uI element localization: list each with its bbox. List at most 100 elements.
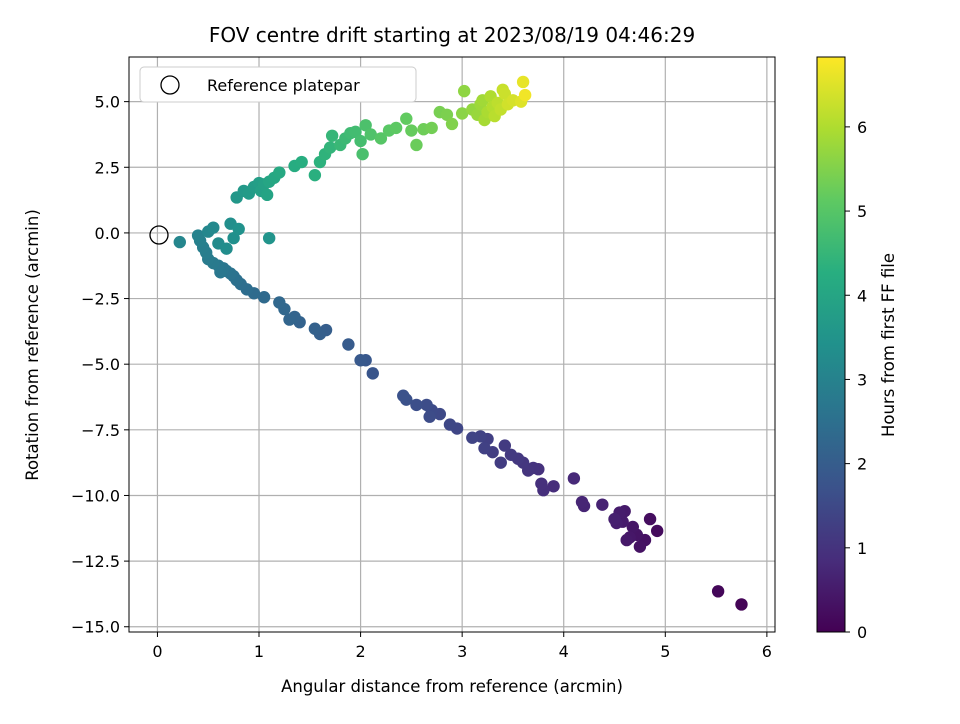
data-point-94 (295, 155, 308, 169)
data-point-2 (650, 524, 664, 538)
legend-marker (160, 75, 180, 95)
data-point-3 (643, 512, 657, 526)
data-point-14 (608, 512, 621, 526)
data-point-138 (518, 88, 532, 102)
data-point-81 (262, 231, 276, 245)
data-point-113 (410, 138, 423, 152)
data-point-32 (478, 442, 491, 455)
data-point-15 (596, 498, 609, 511)
colorbar: 0 1 2 3 4 5 6 Hours from first FF file (816, 56, 898, 642)
data-point-73 (173, 235, 186, 249)
colorbar-tick-label-1: 1 (857, 539, 867, 558)
y-axis-label: Rotation from reference (arcmin) (23, 209, 42, 481)
data-point-50 (308, 322, 322, 335)
data-point-89 (260, 188, 274, 202)
data-point-44 (366, 367, 379, 380)
data-point-43 (397, 389, 410, 402)
x-tick-label-5: 5 (660, 642, 670, 661)
data-point-27 (504, 448, 518, 461)
x-axis-ticks: 0 1 2 3 4 5 6 (152, 632, 772, 661)
y-tick-label-2: 0.0 (95, 224, 120, 243)
colorbar-label: Hours from first FF file (879, 253, 898, 437)
data-point-7 (626, 520, 639, 534)
data-point-47 (342, 338, 355, 351)
colorbar-tick-label-5: 5 (857, 202, 867, 221)
data-point-105 (356, 147, 369, 161)
x-tick-label-6: 6 (762, 642, 772, 661)
data-point-95 (308, 168, 322, 182)
data-points (173, 75, 748, 611)
data-point-112 (405, 124, 418, 137)
colorbar-tick-label-4: 4 (857, 286, 867, 305)
y-tick-label-7: −12.5 (71, 552, 120, 571)
data-point-53 (283, 313, 296, 326)
y-tick-label-0: 5.0 (95, 93, 120, 112)
data-point-104 (354, 134, 367, 148)
colorbar-tick-label-2: 2 (857, 455, 867, 474)
data-point-99 (325, 129, 339, 142)
colorbar-tick-label-3: 3 (857, 370, 867, 389)
colorbar-gradient (816, 56, 846, 633)
data-point-29 (494, 456, 507, 469)
data-point-106 (359, 119, 372, 132)
y-tick-label-5: −7.5 (81, 421, 120, 440)
data-point-39 (423, 410, 436, 423)
x-tick-label-2: 2 (355, 642, 365, 661)
data-point-120 (457, 84, 471, 98)
data-point-110 (389, 121, 403, 135)
data-point-5 (633, 540, 647, 553)
data-point-79 (227, 231, 240, 245)
data-point-98 (323, 141, 337, 154)
data-point-55 (273, 296, 286, 309)
data-point-108 (374, 132, 388, 145)
data-point-19 (547, 480, 560, 493)
data-point-77 (220, 242, 233, 255)
data-point-118 (445, 117, 459, 131)
data-point-1 (711, 585, 725, 598)
y-axis-ticks: 5.0 2.5 0.0 −2.5 −5.0 −7.5 −10.0 −12.5 −15.0 (71, 93, 129, 637)
data-point-28 (498, 439, 512, 452)
data-point-80 (232, 222, 245, 236)
data-point-18 (567, 472, 581, 485)
data-point-119 (455, 107, 469, 120)
legend-box (139, 66, 417, 103)
data-point-72 (191, 229, 205, 242)
reference-platepar-marker (149, 225, 169, 245)
data-point-107 (364, 128, 377, 141)
plot-frame (128, 56, 776, 633)
data-point-111 (400, 112, 413, 125)
x-tick-label-3: 3 (457, 642, 467, 661)
x-tick-label-4: 4 (559, 642, 569, 661)
y-tick-label-6: −10.0 (71, 486, 120, 505)
data-point-17 (575, 495, 589, 509)
data-point-9 (620, 533, 633, 547)
data-point-46 (354, 354, 367, 367)
y-tick-label-8: −15.0 (71, 618, 120, 637)
y-tick-label-4: −5.0 (81, 355, 120, 374)
data-point-21 (535, 477, 548, 490)
chart-title: FOV centre drift starting at 2023/08/19 … (209, 23, 695, 47)
x-tick-label-0: 0 (152, 642, 162, 661)
legend: Reference platepar (139, 66, 417, 103)
data-point-137 (516, 75, 530, 89)
colorbar-tick-label-6: 6 (857, 118, 867, 137)
data-point-117 (440, 108, 454, 121)
data-point-34 (466, 431, 479, 444)
data-point-56 (257, 291, 271, 304)
data-point-0 (735, 598, 748, 611)
data-point-92 (273, 166, 286, 179)
x-axis-label: Angular distance from reference (arcmin) (281, 677, 623, 696)
data-point-75 (207, 221, 220, 234)
x-tick-label-1: 1 (254, 642, 264, 661)
data-point-40 (420, 398, 433, 412)
y-tick-label-1: 2.5 (95, 158, 120, 177)
legend-label: Reference platepar (207, 76, 360, 95)
data-point-41 (410, 398, 423, 412)
colorbar-ticks: 0 1 2 3 4 5 6 (845, 118, 867, 642)
data-point-36 (443, 418, 457, 431)
colorbar-tick-label-0: 0 (857, 623, 867, 642)
data-point-103 (349, 125, 362, 139)
grid-lines (129, 57, 775, 632)
y-tick-label-3: −2.5 (81, 290, 120, 309)
